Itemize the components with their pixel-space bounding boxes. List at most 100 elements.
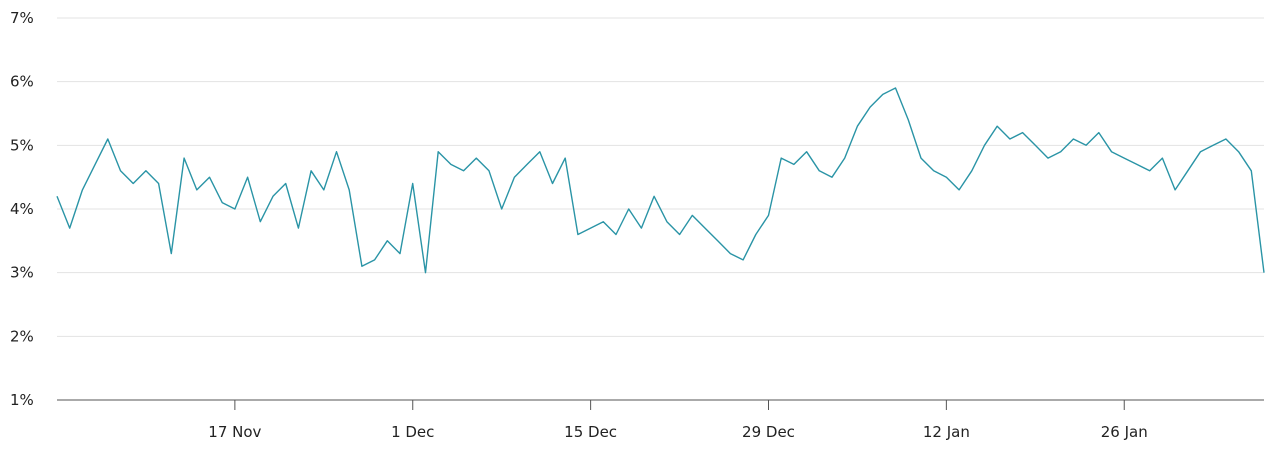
data-point — [360, 265, 363, 268]
data-point — [1059, 150, 1062, 153]
data-point — [996, 125, 999, 128]
data-point — [843, 157, 846, 160]
data-point — [1186, 169, 1189, 172]
data-point — [462, 169, 465, 172]
data-point — [119, 169, 122, 172]
data-point — [170, 252, 173, 255]
data-point — [322, 188, 325, 191]
data-point — [1085, 144, 1088, 147]
data-point — [945, 176, 948, 179]
gridlines — [57, 17, 1264, 337]
y-tick-label: 4% — [10, 200, 34, 218]
data-point — [259, 220, 262, 223]
data-point — [106, 137, 109, 140]
data-point — [348, 188, 351, 191]
data-point — [538, 150, 541, 153]
data-point — [919, 157, 922, 160]
data-point — [1250, 169, 1253, 172]
data-point — [297, 227, 300, 230]
data-point — [640, 227, 643, 230]
data-point — [627, 207, 630, 210]
data-point — [144, 169, 147, 172]
data-point — [1072, 137, 1075, 140]
data-point — [767, 214, 770, 217]
data-point — [183, 157, 186, 160]
data-point — [475, 157, 478, 160]
data-point — [653, 195, 656, 198]
data-point — [830, 176, 833, 179]
data-point — [195, 188, 198, 191]
data-point — [932, 169, 935, 172]
data-point — [68, 227, 71, 230]
data-point — [716, 239, 719, 242]
data-point — [55, 195, 58, 198]
data-point — [1110, 150, 1113, 153]
data-point — [780, 157, 783, 160]
data-point — [742, 258, 745, 261]
x-tick-label: 29 Dec — [742, 423, 795, 441]
y-tick-label: 2% — [10, 327, 34, 345]
data-point — [818, 169, 821, 172]
data-point — [1046, 157, 1049, 160]
data-point — [132, 182, 135, 185]
y-tick-label: 3% — [10, 264, 34, 282]
data-point — [1237, 150, 1240, 153]
data-point — [1224, 137, 1227, 140]
x-tick-label: 15 Dec — [564, 423, 617, 441]
x-tick-label: 1 Dec — [391, 423, 434, 441]
series-layer — [55, 86, 1265, 274]
y-axis: 1% 2% 3% 4% 5% 6% 7% — [10, 9, 34, 409]
data-point — [958, 188, 961, 191]
data-point — [1212, 144, 1215, 147]
data-point — [449, 163, 452, 166]
data-point — [614, 233, 617, 236]
data-point — [94, 163, 97, 166]
y-tick-label: 6% — [10, 73, 34, 91]
data-point — [856, 125, 859, 128]
data-point — [881, 93, 884, 96]
x-tick-label: 17 Nov — [208, 423, 261, 441]
data-point — [691, 214, 694, 217]
data-point — [1123, 157, 1126, 160]
data-point — [983, 144, 986, 147]
y-tick-label: 1% — [10, 391, 34, 409]
data-point — [665, 220, 668, 223]
x-tick-label: 26 Jan — [1101, 423, 1148, 441]
data-point — [576, 233, 579, 236]
data-point — [729, 252, 732, 255]
data-point — [1034, 144, 1037, 147]
y-tick-label: 7% — [10, 9, 34, 27]
data-point — [754, 233, 757, 236]
data-point — [373, 258, 376, 261]
data-point — [411, 182, 414, 185]
data-point — [284, 182, 287, 185]
data-point — [678, 233, 681, 236]
data-point — [233, 207, 236, 210]
data-point — [894, 86, 897, 89]
data-point — [602, 220, 605, 223]
data-point — [805, 150, 808, 153]
data-point — [551, 182, 554, 185]
data-point — [1199, 150, 1202, 153]
data-point — [526, 163, 529, 166]
data-point — [157, 182, 160, 185]
data-point — [246, 176, 249, 179]
data-point — [208, 176, 211, 179]
data-point — [1135, 163, 1138, 166]
x-axis: 17 Nov 1 Dec 15 Dec 29 Dec 12 Jan 26 Jan — [57, 399, 1264, 441]
data-point — [500, 207, 503, 210]
data-point — [564, 157, 567, 160]
data-point — [487, 169, 490, 172]
data-point — [907, 118, 910, 121]
data-point — [1174, 188, 1177, 191]
data-point — [424, 271, 427, 274]
data-point — [1161, 157, 1164, 160]
data-point — [221, 201, 224, 204]
data-point — [1148, 169, 1151, 172]
data-point — [386, 239, 389, 242]
data-point — [271, 195, 274, 198]
data-point — [513, 176, 516, 179]
data-point — [703, 227, 706, 230]
